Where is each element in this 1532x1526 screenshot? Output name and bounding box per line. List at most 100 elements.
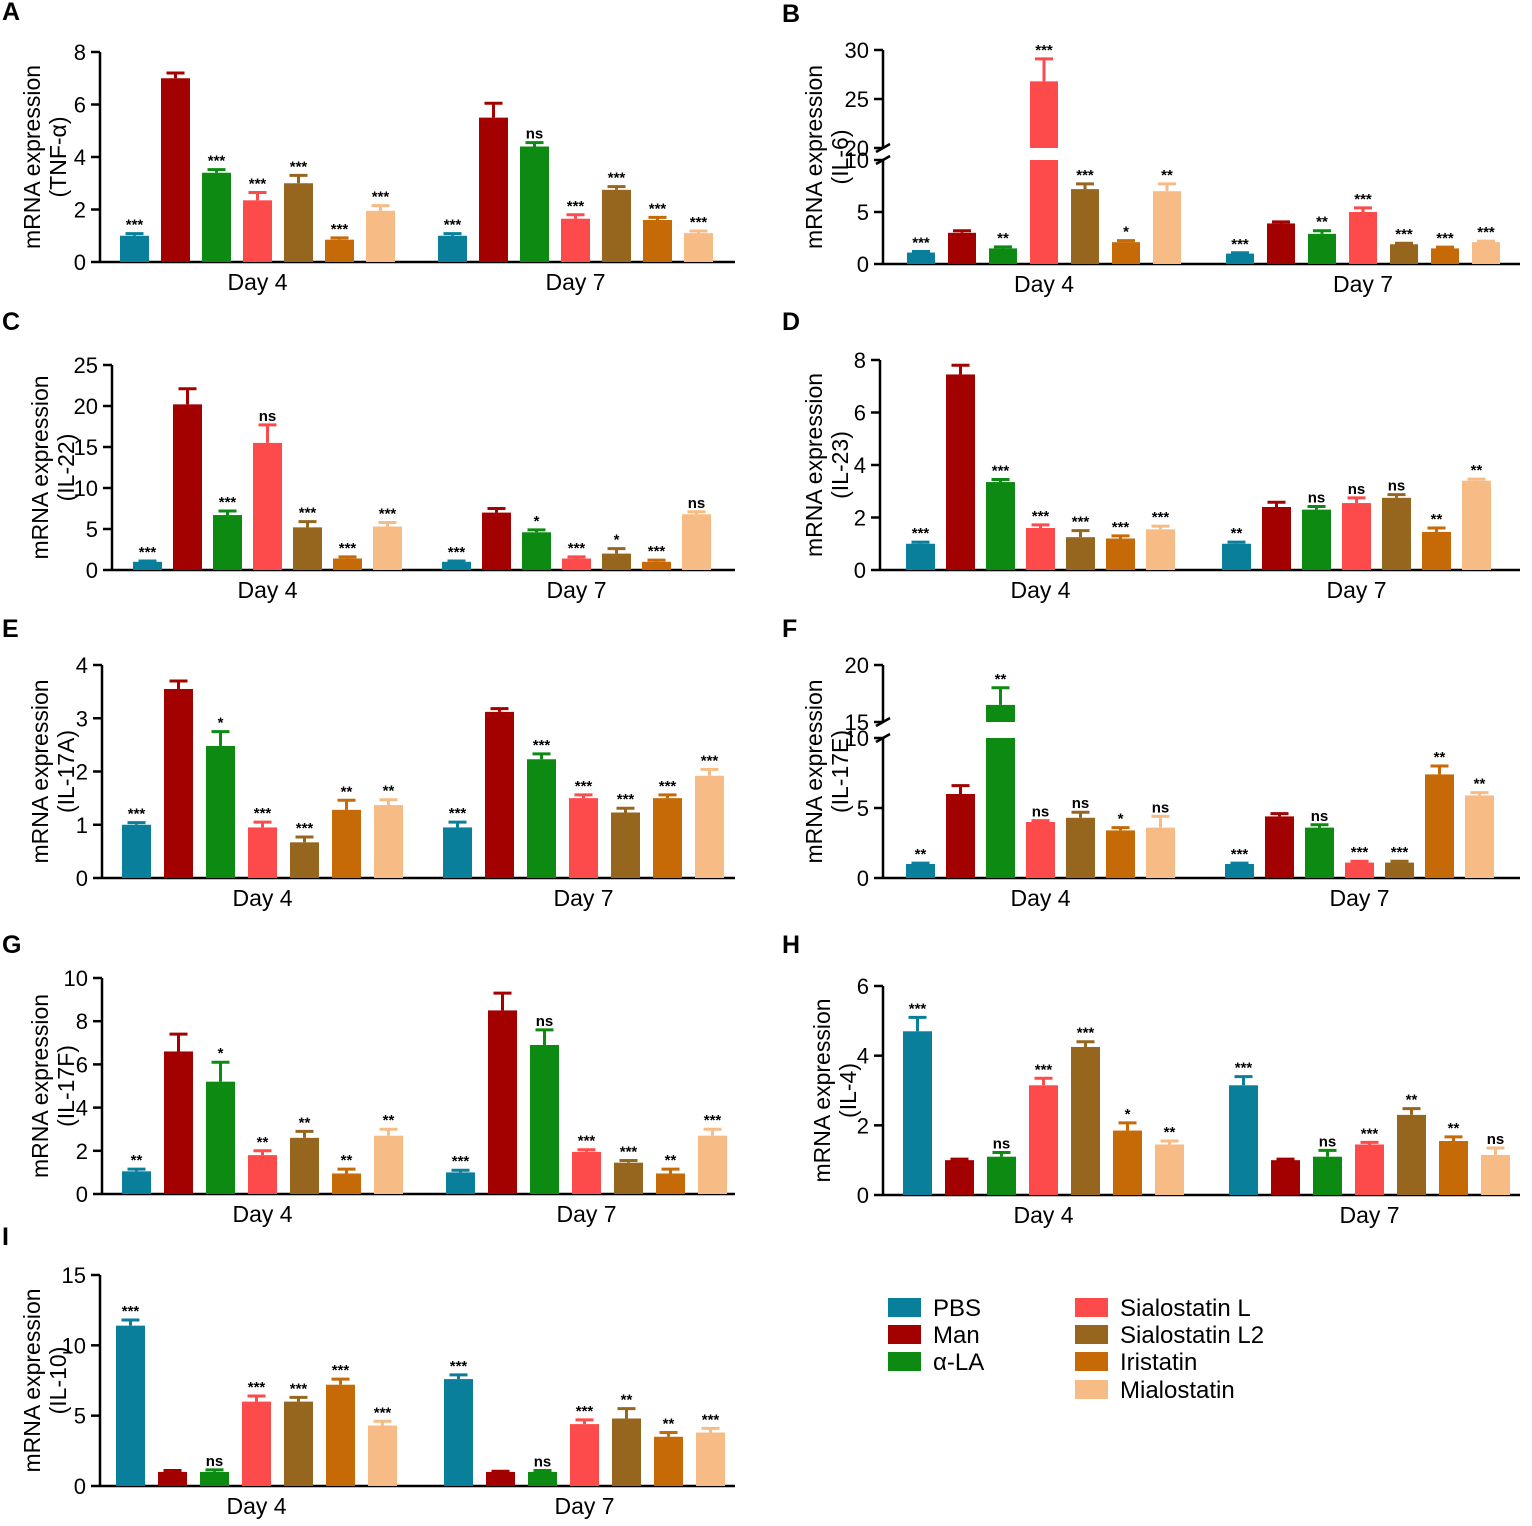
significance-label: ***	[444, 217, 462, 234]
significance-label: ***	[1391, 844, 1409, 861]
panel-letter: H	[782, 931, 800, 959]
bar-group-1-0: ***	[1225, 846, 1254, 878]
significance-label: ***	[448, 544, 466, 561]
bar	[1355, 1144, 1384, 1195]
bar-group-1-6: ns	[682, 495, 711, 570]
y-tick-label: 5	[86, 517, 98, 542]
y-tick-label: 2	[74, 198, 86, 223]
significance-label: ns	[1487, 1131, 1505, 1148]
bar	[1071, 1046, 1100, 1195]
bar-group-0-5: **	[332, 1152, 361, 1194]
bar	[1465, 795, 1494, 878]
significance-label: ***	[1351, 844, 1369, 861]
bar	[332, 1173, 361, 1194]
significance-label: **	[299, 1114, 311, 1131]
significance-label: ***	[1436, 230, 1454, 247]
bar-group-1-0: ***	[1226, 236, 1254, 264]
bar	[1026, 822, 1055, 878]
bar-group-1-3: ***	[562, 540, 591, 570]
bar-group-1-6: ns	[1481, 1131, 1510, 1195]
bar	[443, 827, 472, 878]
significance-label: ***	[1035, 1061, 1053, 1078]
bar-group-0-5: *	[1106, 811, 1135, 878]
bar-group-0-5: *	[1113, 1106, 1142, 1195]
bar	[570, 1424, 599, 1486]
y-tick-label: 0	[76, 1182, 88, 1207]
legend-label: Sialostatin L	[1120, 1295, 1251, 1322]
y-tick-label: 0	[74, 1474, 86, 1499]
bar-group-1-1	[1265, 812, 1294, 878]
significance-label: ***	[450, 1358, 468, 1375]
bar	[253, 442, 282, 570]
bar	[374, 805, 403, 878]
x-group-label: Day 4	[1010, 577, 1070, 603]
bar	[133, 561, 162, 570]
significance-label: ***	[1231, 846, 1249, 863]
significance-label: ***	[379, 505, 397, 522]
bar	[530, 1044, 559, 1194]
significance-label: ***	[128, 806, 146, 823]
significance-label: ***	[1361, 1125, 1379, 1142]
bar-group-0-2: **	[986, 671, 1015, 878]
bar	[572, 1151, 601, 1194]
bar	[1225, 864, 1254, 878]
significance-label: *	[534, 513, 540, 530]
significance-label: **	[1316, 214, 1328, 231]
bar	[602, 553, 631, 570]
bar-group-1-4: ***	[602, 170, 631, 262]
significance-label: ***	[567, 198, 585, 215]
significance-label: ***	[1035, 42, 1053, 59]
x-group-label: Day 7	[1326, 577, 1386, 603]
panel-letter: F	[782, 615, 797, 643]
legend-label: Iristatin	[1120, 1349, 1197, 1376]
panel-letter: G	[2, 931, 21, 959]
bar-group-1-0: ***	[443, 805, 472, 878]
y-tick-label: 10	[62, 1333, 86, 1358]
bar-group-1-1	[479, 101, 508, 262]
significance-label: **	[1448, 1120, 1460, 1137]
bar	[1385, 862, 1414, 878]
y-tick-label: 0	[86, 558, 98, 583]
bar-group-0-4: ***	[293, 505, 322, 570]
bar-group-0-2: ns	[987, 1136, 1016, 1195]
bar-group-1-1	[1267, 220, 1295, 264]
bar-group-1-2: ns	[528, 1454, 557, 1486]
bar-group-1-5: ***	[643, 200, 672, 262]
y-axis-label: mRNA expression	[27, 679, 53, 863]
bar-group-1-5: **	[656, 1152, 685, 1194]
bar-group-0-6: **	[1153, 167, 1181, 264]
bar	[284, 1401, 313, 1486]
bar-group-1-5: **	[654, 1416, 683, 1486]
y-tick-label: 10	[845, 148, 869, 173]
bar-group-0-0: ***	[906, 525, 935, 570]
significance-label: **	[915, 846, 927, 863]
bar	[242, 1401, 271, 1486]
y-tick-label: 1	[76, 813, 88, 838]
legend-item: Man	[888, 1322, 980, 1349]
bar-group-0-4: ***	[290, 820, 319, 878]
bar-group-1-0: ***	[444, 1358, 473, 1486]
bar	[1066, 537, 1095, 570]
y-axis-label: (IL-17E)	[827, 730, 853, 813]
bar-group-0-0: **	[122, 1152, 151, 1194]
panel-letter: A	[2, 0, 20, 26]
significance-label: ***	[449, 805, 467, 822]
y-tick-label: 4	[74, 145, 86, 170]
bar	[158, 1471, 187, 1486]
significance-label: ***	[248, 1379, 266, 1396]
bar-group-0-4: ns	[1066, 795, 1095, 878]
bar-group-0-0: ***	[133, 544, 162, 570]
bar	[1308, 233, 1336, 264]
bar-group-1-0: **	[1222, 525, 1251, 570]
bar-group-0-0: ***	[116, 1303, 145, 1486]
bar	[1267, 223, 1295, 264]
significance-label: ***	[249, 175, 267, 192]
legend-label: Mialostatin	[1120, 1377, 1235, 1404]
significance-label: ns	[526, 126, 544, 143]
bar	[1265, 816, 1294, 878]
significance-label: ***	[533, 737, 551, 754]
bar	[642, 561, 671, 570]
significance-label: ***	[1076, 167, 1094, 184]
